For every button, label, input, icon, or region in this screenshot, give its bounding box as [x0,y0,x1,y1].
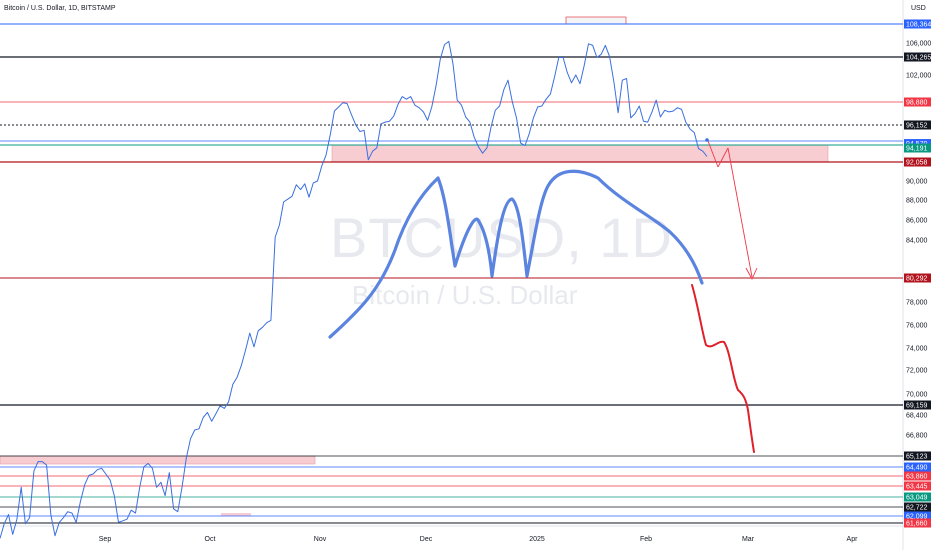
pattern-drawing[interactable] [328,169,704,339]
x-axis-label: Nov [314,536,327,543]
price-label-text: 92,058 [906,160,928,167]
price-label-text: 104,265 [906,55,931,62]
last-price-dot [705,138,709,142]
price-label: 64,490 [904,462,931,472]
x-axis-label: Dec [420,536,433,543]
price-label-bg [904,97,931,107]
price-label-bg [904,511,931,521]
price-label-text: 62,722 [906,505,928,512]
price-label-bg [904,502,931,512]
x-axis-label: Mar [742,536,755,543]
price-label-bg [904,492,931,502]
price-label-text: 63,445 [906,484,928,491]
price-label-bg [904,471,931,481]
y-tick-label: 106,000 [906,41,931,48]
price-label-bg [904,157,931,167]
y-tick-label: 102,000 [906,73,931,80]
y-tick-label: 88,000 [906,198,928,205]
x-axis-label: Feb [640,536,652,543]
y-axis-ticks: 106,000 102,000 90,000 88,000 86,000 84,000 78… [906,41,931,440]
price-label: 63,049 [904,492,931,502]
price-label: 96,152 [904,120,931,130]
price-label: 80,292 [904,273,931,283]
target-arrow-line[interactable] [727,147,753,278]
price-label-text: 64,490 [906,465,928,472]
y-tick-label: 76,000 [906,323,928,330]
price-label-text: 63,860 [906,474,928,481]
y-tick-label: 68,400 [906,413,928,420]
y-tick-label: 72,000 [906,368,928,375]
price-label-bg [904,52,931,62]
price-label-text: 63,049 [906,495,928,502]
price-label: 62,722 [904,502,931,512]
y-tick-label: 90,000 [906,179,928,186]
y-tick-label: 84,000 [906,238,928,245]
price-label: 108,364 [904,19,931,29]
price-label-bg [904,400,931,410]
x-axis-label: 2025 [529,536,545,543]
price-label-text: 61,660 [906,521,928,528]
price-label: 62,099 [904,511,931,521]
arrow-segment-up [717,147,729,168]
support-zone[interactable] [0,455,316,465]
price-line[interactable] [0,40,708,539]
price-labels: 108,364104,26598,88096,15294,57094,19192… [904,19,931,528]
y-tick-label: 70,000 [906,392,928,399]
price-label-bg [904,481,931,491]
chart-title: Bitcoin / U.S. Dollar, 1D, BITSTAMP [4,5,116,12]
price-label-text: 69,159 [906,403,928,410]
x-axis-label: Oct [205,536,216,543]
price-label: 65,123 [904,451,931,461]
price-label: 63,860 [904,471,931,481]
y-tick-label: 66,800 [906,433,928,440]
price-label: 98,880 [904,97,931,107]
price-label: 94,191 [904,143,931,153]
price-label-text: 96,152 [906,123,928,130]
price-label: 61,660 [904,518,931,528]
x-axis-label: Apr [847,536,859,543]
price-label-bg [904,19,931,29]
price-label-bg [904,518,931,528]
price-label-text: 80,292 [906,276,928,283]
price-label: 104,265 [904,52,931,62]
price-label-text: 108,364 [906,22,931,29]
top-zone[interactable] [565,16,627,25]
price-label-bg [904,451,931,461]
projection-drawing[interactable] [691,284,755,453]
price-label: 92,058 [904,157,931,167]
y-tick-label: 78,000 [906,300,928,307]
x-axis-labels: Sep Oct Nov Dec 2025 Feb Mar Apr [99,536,858,543]
small-zone [221,513,251,516]
currency-label: USD [911,5,926,12]
price-label-bg [904,120,931,130]
price-label-text: 98,880 [906,100,928,107]
price-label-bg [904,273,931,283]
price-label: 69,159 [904,400,931,410]
arrow-segment-down [707,140,719,168]
price-label-bg [904,462,931,472]
price-label: 63,445 [904,481,931,491]
price-label-text: 62,099 [906,514,928,521]
watermark-name: Bitcoin / U.S. Dollar [352,280,578,310]
price-label-bg [904,143,931,153]
price-label-text: 65,123 [906,454,928,461]
x-axis-label: Sep [99,536,112,543]
y-tick-label: 86,000 [906,218,928,225]
resistance-zone[interactable] [331,144,829,163]
y-tick-label: 74,000 [906,346,928,353]
price-label-text: 94,191 [906,146,928,153]
target-arrow-head [745,267,758,281]
